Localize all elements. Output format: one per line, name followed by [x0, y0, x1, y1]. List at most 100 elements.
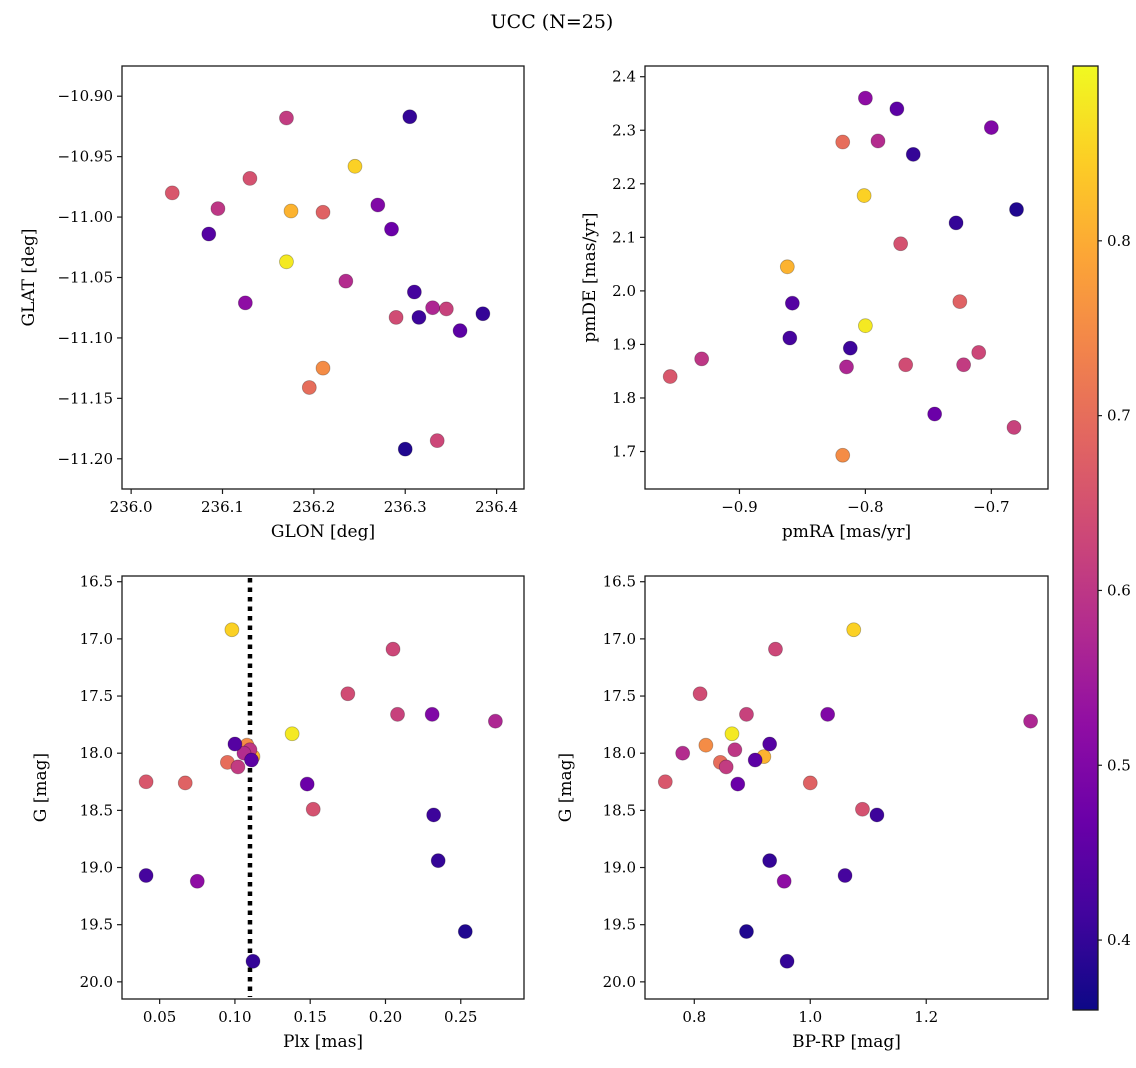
y-tick-label: 2.4 — [612, 68, 636, 86]
y-tick-label: 18.5 — [603, 801, 636, 819]
data-point — [747, 752, 763, 768]
y-tick-label: −11.10 — [57, 329, 113, 347]
y-tick-label: 2.3 — [612, 121, 636, 139]
y-tick-label: 2.1 — [612, 228, 636, 246]
data-point — [1009, 202, 1024, 217]
data-point — [138, 774, 154, 790]
y-tick-label: 1.8 — [612, 389, 636, 407]
y-tick-label: 19.5 — [603, 916, 636, 934]
data-point — [1023, 713, 1039, 729]
data-point — [842, 340, 858, 356]
data-point — [210, 201, 226, 217]
data-point — [905, 146, 921, 162]
data-point — [779, 259, 795, 275]
x-tick-label: 0.15 — [293, 1008, 326, 1026]
y-tick-label: 18.0 — [80, 744, 113, 762]
panel-pmra-pmde: −0.9 −0.8 −0.7 1.7 1.8 1.9 2.0 2.1 2.2 2.3 2.4 pmRA… — [580, 65, 1049, 542]
data-point — [694, 351, 710, 367]
y-tick-label: −11.15 — [57, 389, 113, 407]
data-point — [201, 226, 217, 242]
plot-frame — [644, 575, 1049, 1000]
data-point — [802, 775, 818, 791]
data-point — [305, 801, 321, 817]
colorbar-gradient — [1073, 66, 1098, 1010]
data-point — [724, 726, 740, 742]
x-axis-label: Plx [mas] — [283, 1032, 363, 1052]
figure-title: UCC (N=25) — [491, 11, 614, 33]
y-tick-label: 1.9 — [612, 335, 636, 353]
x-tick-label: 236.3 — [384, 498, 427, 516]
data-point — [657, 774, 673, 790]
y-tick-label: 19.5 — [80, 916, 113, 934]
data-point — [429, 433, 445, 449]
y-tick-label: −11.00 — [57, 208, 113, 226]
data-point — [869, 807, 885, 823]
data-point — [1006, 420, 1022, 435]
data-point — [675, 745, 691, 761]
data-point — [837, 868, 853, 883]
y-tick-label: 1.7 — [612, 443, 636, 461]
x-axis-label: pmRA [mas/yr] — [782, 522, 911, 542]
data-point — [835, 447, 851, 463]
data-point — [971, 345, 987, 360]
colorbar: 0.4 0.5 0.6 0.7 0.8 — [1072, 65, 1131, 1011]
data-point — [927, 406, 943, 422]
data-point — [338, 273, 354, 289]
data-point — [237, 295, 253, 311]
x-tick-label: 236.0 — [110, 498, 153, 516]
x-tick-label: −0.7 — [973, 498, 1009, 516]
data-point — [856, 188, 872, 203]
colorbar-tick-label: 0.7 — [1107, 407, 1131, 425]
y-tick-label: 17.5 — [80, 687, 113, 705]
plot-background — [645, 576, 1048, 999]
data-point — [857, 318, 873, 334]
data-point — [390, 706, 405, 722]
colorbar-tick-label: 0.6 — [1107, 581, 1131, 599]
data-point — [782, 330, 798, 346]
y-axis-label: G [mag] — [31, 753, 51, 822]
data-point — [983, 120, 999, 135]
data-point — [424, 706, 440, 722]
colorbar-tick-label: 0.4 — [1107, 931, 1131, 949]
data-point — [242, 170, 258, 186]
x-tick-label: 0.8 — [682, 1008, 706, 1026]
x-tick-label: −0.8 — [847, 498, 883, 516]
data-point — [739, 924, 754, 939]
y-tick-label: 17.0 — [603, 630, 636, 648]
y-tick-label: 18.5 — [80, 801, 113, 819]
plot-frame — [121, 65, 525, 490]
data-point — [948, 215, 964, 231]
y-tick-label: 20.0 — [603, 973, 636, 991]
y-tick-label: −11.20 — [57, 450, 113, 468]
data-point — [820, 706, 836, 722]
plot-background — [122, 66, 524, 489]
data-point — [730, 776, 746, 792]
x-axis-label: GLON [deg] — [271, 522, 375, 542]
data-point — [438, 301, 454, 317]
y-axis-label: pmDE [mas/yr] — [580, 212, 600, 342]
y-tick-label: 16.5 — [603, 573, 636, 591]
y-tick-label: −10.90 — [57, 87, 113, 105]
y-tick-label: −10.95 — [57, 148, 113, 166]
data-point — [762, 736, 778, 752]
data-point — [177, 775, 193, 791]
x-tick-label: 236.4 — [475, 498, 518, 516]
data-point — [739, 706, 754, 722]
data-point — [857, 90, 873, 106]
data-point — [776, 873, 792, 889]
data-point — [870, 133, 886, 149]
data-point — [340, 686, 356, 702]
panel-plx-g: 0.05 0.10 0.15 0.20 0.25 16.5 17.0 17.5 18.0 18.5… — [31, 573, 525, 1052]
data-point — [224, 622, 240, 638]
data-point — [475, 306, 491, 322]
data-point — [692, 686, 708, 702]
data-point — [402, 109, 418, 125]
data-point — [727, 742, 743, 758]
data-point — [301, 380, 317, 395]
y-tick-label: 18.0 — [603, 744, 636, 762]
data-point — [430, 853, 446, 869]
data-point — [452, 323, 468, 339]
data-point — [662, 369, 678, 384]
data-point — [768, 641, 783, 657]
plot-frame — [644, 65, 1049, 490]
